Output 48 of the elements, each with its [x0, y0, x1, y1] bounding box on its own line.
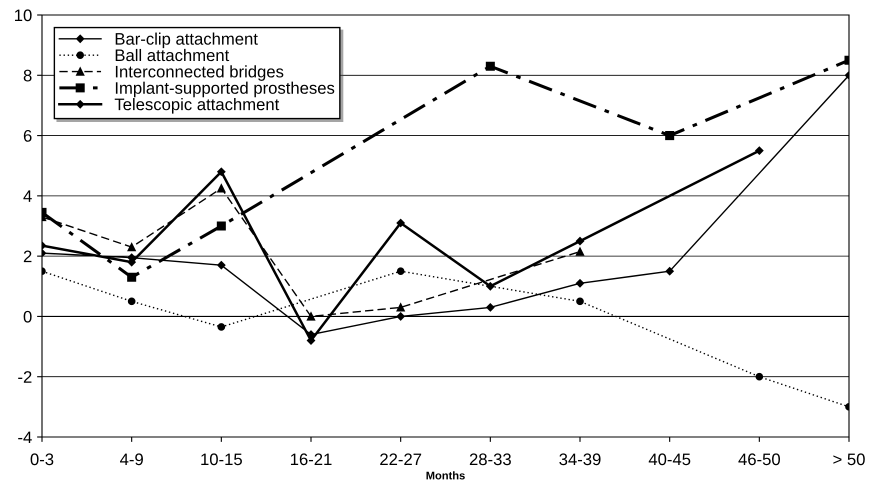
- x-tick-label: 28-33: [470, 453, 511, 466]
- point: [217, 168, 226, 176]
- point: [755, 146, 764, 155]
- point: [666, 267, 674, 276]
- point: [396, 267, 404, 276]
- y-tick-label: -4: [18, 432, 32, 444]
- y-tick-label: 6: [24, 130, 32, 142]
- point: [218, 323, 226, 331]
- y-tick-label: 0: [24, 310, 32, 323]
- x-axis-title: Months: [426, 471, 465, 480]
- point: [576, 236, 584, 246]
- x-tick-label: 46-50: [738, 453, 780, 466]
- y-tick-label: 2: [24, 250, 32, 262]
- legend-label: Bar-clip attachment: [116, 32, 258, 48]
- y-tick-label: 4: [23, 190, 32, 202]
- y-tick-label: 10: [15, 9, 32, 22]
- legend-label: Interconnected bridges: [116, 65, 284, 81]
- point: [665, 131, 674, 140]
- point: [486, 62, 495, 71]
- x-tick-label: 0-3: [30, 453, 54, 466]
- point: [127, 272, 136, 282]
- x-tick-label: 4-9: [120, 453, 143, 466]
- point: [217, 184, 226, 192]
- point: [486, 303, 494, 312]
- x-tick-label: 22-27: [380, 453, 422, 466]
- point: [216, 221, 226, 231]
- x-tick-label: 10-15: [201, 453, 242, 466]
- x-tick-label: 16-21: [290, 453, 332, 466]
- point: [396, 303, 405, 312]
- point: [486, 282, 494, 290]
- point: [576, 247, 584, 256]
- point: [756, 372, 764, 381]
- point: [576, 298, 584, 306]
- point: [396, 312, 405, 321]
- point: [217, 261, 226, 270]
- y-tick-label: -2: [18, 371, 32, 383]
- point: [306, 312, 316, 321]
- point: [128, 242, 136, 252]
- legend-label: Ball attachment: [116, 48, 230, 62]
- x-tick-label: 40-45: [648, 453, 690, 466]
- legend-label: Telescopic attachment: [114, 98, 280, 114]
- point: [128, 298, 136, 306]
- y-tick-label: 8: [24, 70, 32, 82]
- legend-label: Implant-supported prostheses: [116, 82, 334, 98]
- point: [576, 279, 584, 288]
- point: [396, 218, 405, 228]
- x-tick-label: 34-39: [559, 453, 601, 466]
- x-tick-label: > 50: [833, 453, 865, 466]
